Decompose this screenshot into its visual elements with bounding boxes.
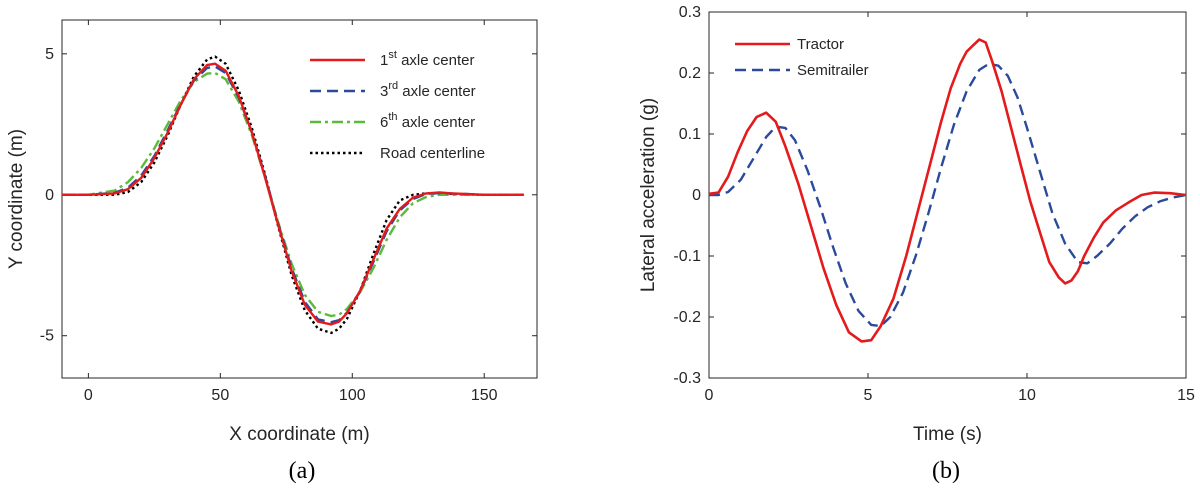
legend-label-rest: axle center [398,114,476,131]
legend-entry-text: Road centerline [380,145,485,162]
series-line-1st-axle-center [62,62,524,326]
panel-a-y-axis-label: Y coordinate (m) [6,129,27,269]
legend-entry-text: 3rd axle center [380,80,476,100]
panel-a-label: (a) [289,458,316,484]
panel-b-axes-box [708,11,1187,379]
x-tick-label: 10 [1018,387,1036,404]
legend-label-superscript: th [388,111,397,123]
panel-b-legend: Tractor Semitrailer [735,36,869,79]
panel-b-x-axis-label: Time (s) [913,424,982,445]
x-tick-label: 0 [705,387,714,404]
y-tick-label: -0.2 [673,309,701,326]
y-tick-label: -0.3 [673,370,701,387]
x-tick-label: 0 [84,387,93,404]
panel-b: 0 5 10 15 -0.3 -0.2 -0.1 0 0.1 0.2 0.3 Tractor Semi… [638,4,1195,484]
panel-a-axes-box [61,19,538,379]
y-tick-label: 5 [45,46,54,63]
series-line-tractor [709,38,1186,343]
legend-entry-text: Tractor [797,36,844,53]
x-tick-label: 15 [1177,387,1195,404]
x-tick-label: 150 [471,387,498,404]
series-line-road-centerline [62,55,524,335]
panel-b-label: (b) [932,458,960,484]
legend-label-rest: axle center [397,52,475,69]
panel-a-x-axis-label: X coordinate (m) [229,424,369,445]
series-line-semitrailer [709,62,1186,328]
series-line-6th-axle-center [62,71,524,318]
panel-a-ticks: 0 50 100 150 -5 0 5 [40,20,537,404]
legend-entry-text: Semitrailer [797,62,869,79]
y-tick-label: 0.3 [679,4,701,21]
y-tick-label: 0 [692,187,701,204]
y-tick-label: 0.2 [679,65,701,82]
panel-b-lines [709,38,1186,343]
legend-label-rest: axle center [398,83,476,100]
legend-label-superscript: rd [388,80,398,92]
panel-b-y-axis-label: Lateral acceleration (g) [638,98,659,292]
y-tick-label: -5 [40,328,54,345]
legend-entry-text: 1st axle center [380,49,474,69]
legend-entry-text: 6th axle center [380,111,475,131]
y-tick-label: 0 [45,187,54,204]
panel-a-lines [62,55,524,335]
legend-label-base: 1 [380,52,388,69]
legend-label-base: 6 [380,114,388,131]
x-tick-label: 100 [339,387,366,404]
legend-label-superscript: st [388,49,397,61]
legend-label-base: Road centerline [380,145,485,162]
legend-label-base: 3 [380,83,388,100]
y-tick-label: 0.1 [679,126,701,143]
panel-b-ticks: 0 5 10 15 -0.3 -0.2 -0.1 0 0.1 0.2 0.3 [673,4,1195,404]
x-tick-label: 50 [211,387,229,404]
x-tick-label: 5 [864,387,873,404]
y-tick-label: -0.1 [673,248,701,265]
